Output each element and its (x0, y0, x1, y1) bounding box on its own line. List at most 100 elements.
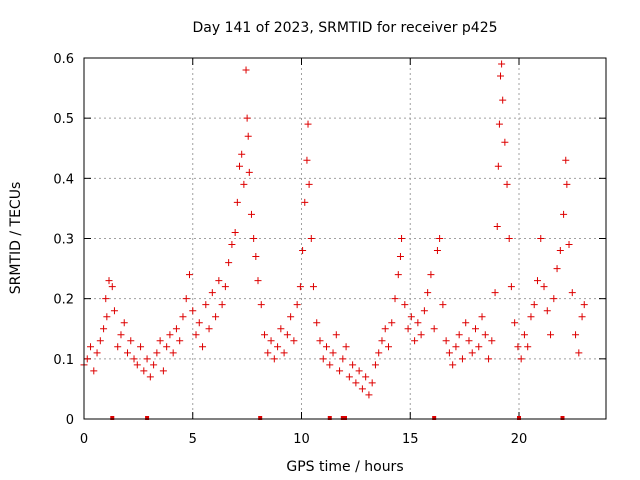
data-point (283, 331, 291, 339)
data-point (208, 289, 216, 297)
x-tick-label: 10 (293, 432, 310, 447)
data-point (137, 343, 145, 351)
baseline-marker (432, 416, 437, 420)
x-tick-label: 5 (189, 432, 197, 447)
data-point (114, 343, 122, 351)
data-point (156, 337, 164, 345)
data-point (150, 361, 158, 369)
data-point (100, 325, 108, 333)
data-point (221, 283, 229, 291)
data-point (231, 228, 239, 236)
x-tick-label: 15 (402, 432, 419, 447)
data-point (342, 343, 350, 351)
data-point (254, 277, 262, 285)
x-axis-title: GPS time / hours (286, 459, 403, 475)
data-point (163, 343, 171, 351)
data-point (563, 180, 571, 188)
data-point (105, 277, 113, 285)
data-point (458, 355, 466, 363)
data-point (556, 247, 564, 255)
data-point (176, 337, 184, 345)
data-point (195, 319, 203, 327)
data-point (378, 337, 386, 345)
data-point (540, 283, 548, 291)
data-point (520, 331, 528, 339)
data-point (568, 289, 576, 297)
data-point (537, 235, 545, 242)
data-point (580, 301, 588, 309)
data-point (250, 235, 258, 242)
data-point (159, 367, 167, 375)
data-point (240, 180, 248, 188)
data-point (90, 367, 98, 375)
data-point (488, 337, 496, 345)
data-point (326, 361, 334, 369)
data-point (329, 349, 337, 357)
plot-frame (83, 57, 607, 420)
data-point (358, 385, 366, 393)
data-point (514, 343, 522, 351)
data-point (417, 331, 425, 339)
y-tick-label: 0.6 (53, 52, 74, 67)
data-point (316, 337, 324, 345)
x-tick-label: 0 (80, 432, 88, 447)
data-point (233, 198, 241, 206)
data-point (472, 325, 479, 333)
data-points (80, 60, 588, 399)
data-point (307, 235, 315, 242)
data-point (355, 367, 363, 375)
data-point (146, 373, 154, 381)
data-point (433, 247, 441, 255)
data-point (117, 331, 125, 339)
data-point (491, 289, 499, 297)
data-point (319, 355, 327, 363)
y-tick-label: 0 (66, 413, 74, 428)
data-point (189, 307, 197, 315)
data-point (218, 301, 226, 309)
baseline-marker (517, 416, 521, 420)
data-point (215, 277, 223, 285)
data-point (172, 325, 180, 333)
data-point (375, 349, 383, 357)
data-point (455, 331, 463, 339)
data-point (497, 72, 505, 80)
data-point (533, 277, 541, 285)
baseline-marker (560, 416, 565, 420)
baseline-markers (110, 416, 565, 420)
data-point (236, 162, 244, 170)
data-point (301, 198, 309, 206)
data-point (385, 343, 392, 351)
data-point (553, 265, 561, 273)
data-point (391, 295, 399, 303)
data-point (511, 319, 519, 327)
data-point (293, 301, 301, 309)
data-point (475, 343, 483, 351)
baseline-marker (258, 416, 263, 420)
data-point (299, 247, 307, 255)
data-point (252, 253, 260, 261)
data-point (96, 337, 104, 345)
data-point (243, 114, 251, 122)
baseline-marker (145, 416, 150, 420)
data-point (427, 271, 435, 279)
data-point (345, 373, 353, 381)
tick-labels: 0 0.1 0.2 0.3 0.4 0.5 0.6 0 5 10 15 20 (53, 52, 527, 447)
data-point (83, 355, 91, 363)
data-point (503, 180, 511, 188)
data-point (228, 241, 236, 249)
baseline-marker (340, 416, 345, 420)
data-point (572, 331, 580, 339)
data-point (303, 156, 311, 164)
data-point (179, 313, 187, 321)
data-point (166, 331, 174, 339)
data-point (244, 132, 252, 140)
data-point (225, 259, 233, 267)
data-point (267, 337, 275, 345)
data-point (368, 379, 376, 387)
data-point (550, 295, 558, 303)
data-point (245, 168, 253, 176)
data-point (401, 301, 409, 309)
data-point (505, 235, 513, 242)
data-point (478, 313, 486, 321)
